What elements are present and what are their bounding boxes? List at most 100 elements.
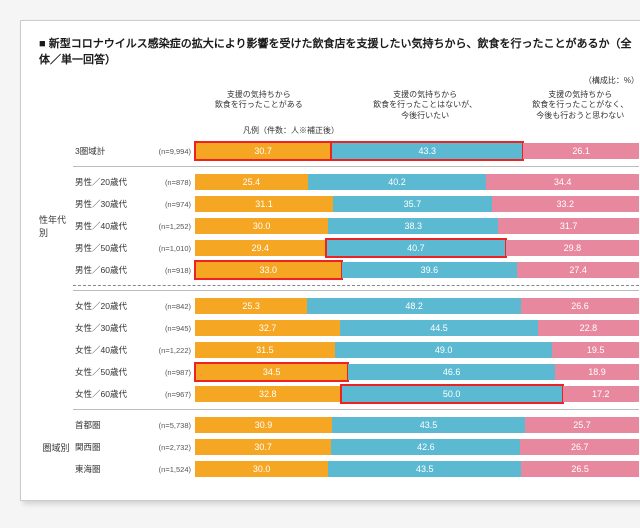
row-label: 男性／30歳代 [73,198,151,210]
row-label: 女性／40歳代 [73,344,151,356]
section-label: 性年代別 [39,171,73,281]
row-label: 東海圏 [73,463,151,475]
bar-segment: 42.6 [331,439,520,455]
data-row: 関西圏(n=2,732)30.742.626.7 [73,436,639,458]
bar-segment: 30.9 [195,417,332,433]
bar-segment: 30.7 [195,143,331,159]
bar-segment: 39.6 [342,262,518,278]
bar-segment: 43.5 [328,461,521,477]
data-row: 男性／30歳代(n=974)31.135.733.2 [73,193,639,215]
stacked-bar: 32.744.522.8 [195,320,639,336]
data-row: 男性／20歳代(n=878)25.440.234.4 [73,171,639,193]
row-n: (n=842) [151,302,195,311]
bar-segment: 19.5 [552,342,639,358]
highlight-box [325,238,508,258]
bar-segment: 44.5 [340,320,538,336]
row-label: 関西圏 [73,441,151,453]
row-label: 男性／50歳代 [73,242,151,254]
highlight-box [194,362,349,382]
section-label [39,295,73,405]
bar-segment: 26.5 [521,461,639,477]
bar-segment: 43.5 [332,417,525,433]
section: 圏域別首都圏(n=5,738)30.943.525.7関西圏(n=2,732)3… [39,414,639,480]
column-header: 支援の気持ちから飲食を行ったことがなく、今後も行おうと思わない [522,88,639,123]
bar-segment: 25.4 [195,174,308,190]
bar-segment: 31.5 [195,342,335,358]
row-n: (n=2,732) [151,443,195,452]
row-label: 首都圏 [73,419,151,431]
row-n: (n=9,994) [151,147,195,156]
page-title: ■ 新型コロナウイルス感染症の拡大により影響を受けた飲食店を支援したい気持ちから… [39,37,639,69]
section-label [39,140,73,162]
bar-segment: 30.0 [195,218,328,234]
bar-segment: 22.8 [538,320,639,336]
stacked-bar: 34.546.618.9 [195,364,639,380]
bar-segment: 31.7 [498,218,639,234]
bar-segment: 30.7 [195,439,331,455]
stacked-bar: 30.742.626.7 [195,439,639,455]
bar-segment: 32.8 [195,386,341,402]
data-row: 東海圏(n=1,524)30.043.526.5 [73,458,639,480]
bar-segment: 26.1 [523,143,639,159]
data-row: 男性／60歳代(n=918)33.039.627.4 [73,259,639,281]
bar-segment: 38.3 [328,218,498,234]
bar-segment: 35.7 [333,196,492,212]
stacked-bar: 25.348.226.6 [195,298,639,314]
bar-segment: 17.2 [563,386,639,402]
data-row: 男性／50歳代(n=1,010)29.440.729.8 [73,237,639,259]
section: 女性／20歳代(n=842)25.348.226.6女性／30歳代(n=945)… [39,295,639,405]
row-label: 男性／40歳代 [73,220,151,232]
highlight-box [330,141,524,161]
bar-segment: 31.1 [195,196,333,212]
bar-segment: 30.0 [195,461,328,477]
highlight-box [194,141,332,161]
row-n: (n=1,524) [151,465,195,474]
unit-label: （構成比：%） [39,75,639,86]
stacked-bar: 30.038.331.7 [195,218,639,234]
row-label: 女性／50歳代 [73,366,151,378]
data-row: 女性／60歳代(n=967)32.850.017.2 [73,383,639,405]
bar-segment: 43.3 [331,143,523,159]
stacked-bar: 30.943.525.7 [195,417,639,433]
row-n: (n=1,010) [151,244,195,253]
row-label: 女性／30歳代 [73,322,151,334]
section: 性年代別男性／20歳代(n=878)25.440.234.4男性／30歳代(n=… [39,171,639,281]
bar-segment: 33.0 [195,262,342,278]
stacked-bar: 25.440.234.4 [195,174,639,190]
stacked-bar: 30.043.526.5 [195,461,639,477]
highlight-box [194,260,343,280]
bar-segment: 18.9 [555,364,639,380]
bar-segment: 33.2 [492,196,639,212]
data-row: 女性／20歳代(n=842)25.348.226.6 [73,295,639,317]
stacked-bar: 33.039.627.4 [195,262,639,278]
section-label: 圏域別 [39,414,73,480]
legend-prefix: 凡例（件数：人※補正後） [39,125,639,136]
section: 3圏域計(n=9,994)30.743.326.1 [39,140,639,162]
bar-segment: 34.5 [195,364,348,380]
bar-segment: 49.0 [335,342,553,358]
row-label: 3圏域計 [73,145,151,157]
bar-segment: 48.2 [307,298,521,314]
stacked-bar: 31.135.733.2 [195,196,639,212]
bar-segment: 40.2 [308,174,486,190]
chart-body: 3圏域計(n=9,994)30.743.326.1性年代別男性／20歳代(n=8… [39,140,639,480]
row-label: 男性／60歳代 [73,264,151,276]
row-label: 女性／60歳代 [73,388,151,400]
row-n: (n=967) [151,390,195,399]
bar-segment: 40.7 [326,240,507,256]
row-n: (n=5,738) [151,421,195,430]
data-row: 3圏域計(n=9,994)30.743.326.1 [73,140,639,162]
stacked-bar: 32.850.017.2 [195,386,639,402]
column-header: 支援の気持ちから飲食を行ったことがある [189,88,329,123]
bar-segment: 25.7 [525,417,639,433]
bar-segment: 27.4 [517,262,639,278]
row-n: (n=1,222) [151,346,195,355]
highlight-box [340,384,564,404]
row-n: (n=878) [151,178,195,187]
row-n: (n=1,252) [151,222,195,231]
column-headers: 支援の気持ちから飲食を行ったことがある支援の気持ちから飲食を行ったことはないが、… [189,88,639,123]
bar-segment: 32.7 [195,320,340,336]
stacked-bar: 29.440.729.8 [195,240,639,256]
bar-segment: 46.6 [348,364,555,380]
row-n: (n=987) [151,368,195,377]
